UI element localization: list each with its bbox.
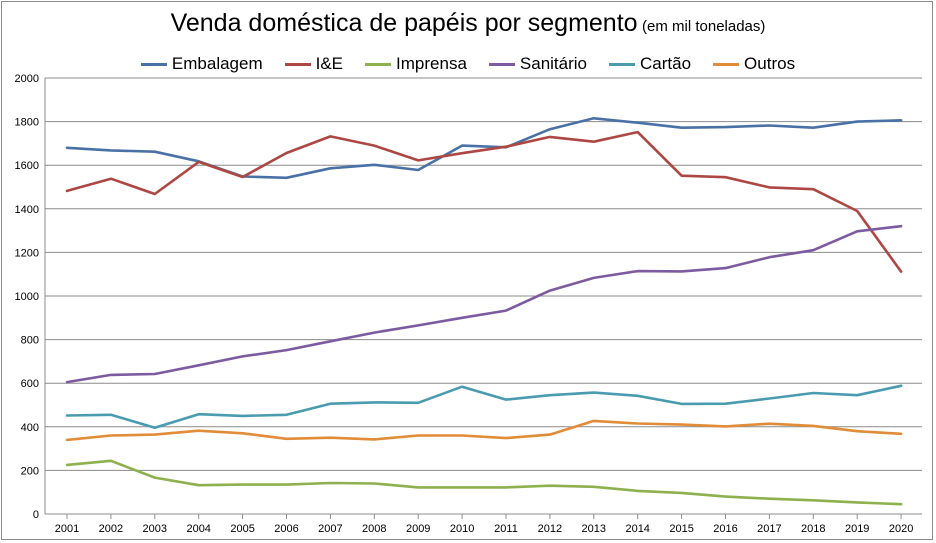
x-tick-label: 2002	[99, 523, 123, 535]
y-tick-label: 0	[33, 509, 39, 521]
series-line-imprensa	[65, 459, 903, 506]
x-tick-label: 2014	[625, 523, 649, 535]
series-line-cart-o	[65, 384, 903, 430]
legend-label: Imprensa	[396, 54, 467, 73]
x-tick-label: 2006	[274, 523, 298, 535]
legend-label: Cartão	[640, 54, 692, 73]
legend-item: Embalagem	[140, 54, 263, 74]
legend-swatch	[609, 62, 636, 66]
legend-label: Outros	[744, 54, 796, 73]
chart-title: Venda doméstica de papéis por segmento	[170, 9, 638, 37]
x-tick-label: 2017	[757, 523, 781, 535]
legend-item: Outros	[713, 54, 795, 74]
x-tick-label: 2001	[55, 523, 79, 535]
y-tick-label: 1800	[15, 117, 39, 129]
y-tick-label: 1600	[15, 160, 39, 172]
x-tick-label: 2003	[143, 523, 167, 535]
chart-subtitle: (em mil toneladas)	[642, 18, 766, 35]
x-tick-label: 2019	[845, 523, 869, 535]
legend-label: I&E	[315, 54, 344, 73]
legend-item: I&E	[284, 54, 344, 74]
x-tick-label: 2004	[186, 523, 210, 535]
legend-label: Sanitário	[519, 54, 588, 73]
legend-swatch	[713, 62, 740, 66]
y-tick-label: 800	[21, 335, 39, 347]
x-tick-label: 2008	[362, 523, 386, 535]
x-tick-label: 2016	[713, 523, 737, 535]
series-line-outros	[65, 419, 903, 442]
legend-item: Imprensa	[365, 54, 467, 74]
x-tick-label: 2013	[582, 523, 606, 535]
series-line-i-e	[65, 130, 903, 273]
x-tick-label: 2018	[801, 523, 825, 535]
legend-swatch	[140, 62, 167, 66]
x-tick-label: 2009	[406, 523, 430, 535]
chart-legend: Embalagem I&E Imprensa Sanitário Cartão Outro…	[0, 54, 936, 74]
chart-title-block: Venda doméstica de papéis por segmento (…	[0, 9, 936, 38]
legend-item: Sanitário	[488, 54, 588, 74]
legend-item: Cartão	[609, 54, 691, 74]
y-tick-label: 600	[21, 378, 39, 390]
series-line-embalagem	[65, 117, 903, 180]
y-tick-label: 1200	[15, 247, 39, 259]
legend-swatch	[488, 62, 515, 66]
legend-swatch	[284, 62, 311, 66]
series-line-sanit-rio	[65, 224, 903, 384]
x-tick-label: 2007	[318, 523, 342, 535]
y-tick-label: 1400	[15, 204, 39, 216]
legend-swatch	[365, 62, 392, 66]
y-tick-label: 2000	[15, 73, 39, 85]
x-tick-label: 2012	[538, 523, 562, 535]
y-tick-label: 400	[21, 422, 39, 434]
x-tick-label: 2010	[450, 523, 474, 535]
x-tick-label: 2015	[669, 523, 693, 535]
legend-label: Embalagem	[171, 54, 263, 73]
x-tick-label: 2020	[889, 523, 913, 535]
x-tick-label: 2011	[494, 523, 518, 535]
x-tick-label: 2005	[230, 523, 254, 535]
y-tick-label: 200	[21, 465, 39, 477]
y-tick-label: 1000	[15, 291, 39, 303]
